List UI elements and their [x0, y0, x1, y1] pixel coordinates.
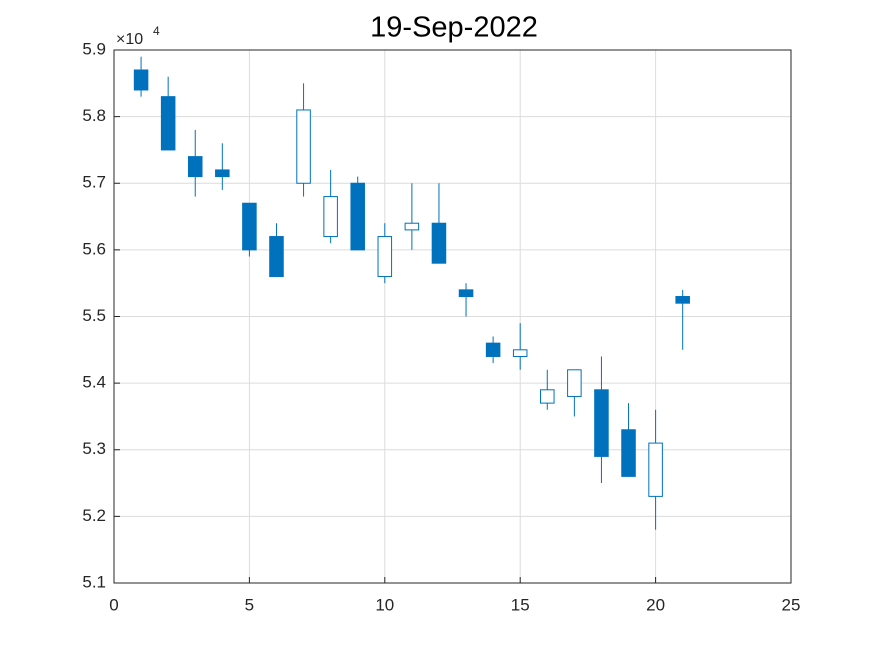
axes-box	[113, 49, 792, 584]
candle-body	[269, 236, 284, 278]
x-tick-label: 25	[782, 595, 801, 614]
candle-body	[350, 182, 365, 251]
y-tick-label: 5.2	[82, 506, 106, 525]
y-tick-label: 5.9	[82, 39, 106, 58]
candle-body	[594, 389, 609, 457]
candle-body	[485, 342, 501, 357]
candle-body	[621, 429, 636, 477]
x-tick-label: 10	[375, 595, 394, 614]
candle-body	[512, 349, 528, 357]
candle-body	[242, 202, 257, 251]
y-tick-label: 5.5	[82, 306, 106, 325]
x-tick-label: 5	[245, 595, 254, 614]
y-multiplier: ×10	[116, 31, 143, 48]
candle-body	[458, 289, 474, 298]
candle-body	[215, 169, 230, 178]
y-tick-label: 5.1	[82, 572, 106, 591]
candle-body	[323, 196, 338, 238]
candle-body	[377, 236, 393, 278]
candle-body	[540, 389, 555, 404]
x-tick-label: 0	[109, 595, 118, 614]
y-tick-label: 5.8	[82, 106, 106, 125]
y-tick-label: 5.3	[82, 439, 106, 458]
candle-body	[133, 69, 149, 91]
candle-body	[187, 156, 203, 178]
candle-body	[675, 296, 690, 304]
candle-body	[648, 442, 663, 497]
candle-body	[296, 109, 311, 184]
x-tick-label: 20	[646, 595, 665, 614]
y-tick-label: 5.6	[82, 239, 106, 258]
candle-body	[431, 222, 447, 264]
y-tick-label: 5.4	[82, 373, 106, 392]
x-tick-label: 15	[511, 595, 530, 614]
y-multiplier-exponent: 4	[153, 24, 160, 38]
candle-body	[160, 96, 176, 151]
chart-title: 19-Sep-2022	[370, 12, 538, 44]
y-tick-label: 5.7	[82, 173, 106, 192]
candle-body	[404, 222, 420, 231]
candle-body	[567, 369, 582, 397]
